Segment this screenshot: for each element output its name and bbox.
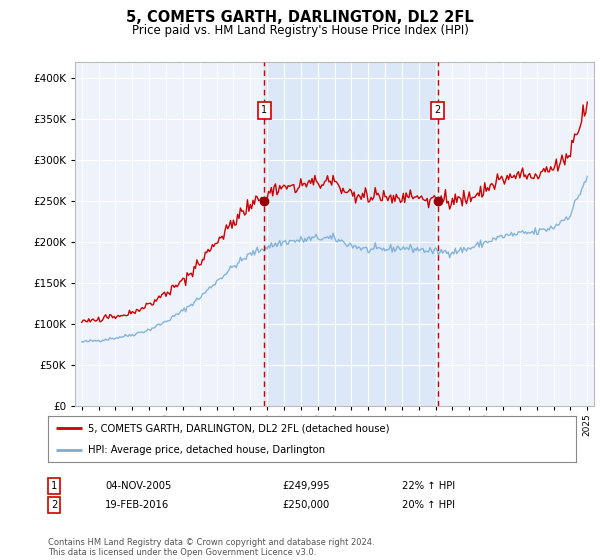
Text: 5, COMETS GARTH, DARLINGTON, DL2 2FL (detached house): 5, COMETS GARTH, DARLINGTON, DL2 2FL (de… [88, 423, 389, 433]
Text: Contains HM Land Registry data © Crown copyright and database right 2024.
This d: Contains HM Land Registry data © Crown c… [48, 538, 374, 557]
Text: HPI: Average price, detached house, Darlington: HPI: Average price, detached house, Darl… [88, 445, 325, 455]
Text: 20% ↑ HPI: 20% ↑ HPI [402, 500, 455, 510]
Text: 2: 2 [51, 500, 57, 510]
Text: £249,995: £249,995 [282, 481, 329, 491]
Text: 1: 1 [262, 105, 268, 115]
Text: 5, COMETS GARTH, DARLINGTON, DL2 2FL: 5, COMETS GARTH, DARLINGTON, DL2 2FL [126, 10, 474, 25]
Bar [265, 62, 437, 406]
Text: 04-NOV-2005: 04-NOV-2005 [105, 481, 172, 491]
Text: Price paid vs. HM Land Registry's House Price Index (HPI): Price paid vs. HM Land Registry's House … [131, 24, 469, 36]
Text: £250,000: £250,000 [282, 500, 329, 510]
Text: 19-FEB-2016: 19-FEB-2016 [105, 500, 169, 510]
Text: 22% ↑ HPI: 22% ↑ HPI [402, 481, 455, 491]
Text: 1: 1 [51, 481, 57, 491]
Text: 2: 2 [434, 105, 441, 115]
